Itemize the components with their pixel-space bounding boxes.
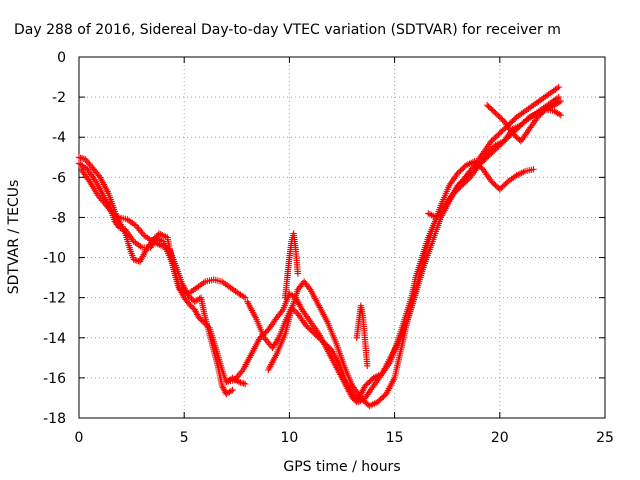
x-tick-label: 10 (280, 430, 298, 446)
x-tick-label: 5 (180, 430, 189, 446)
tick-labels: 0 5 10 15 20 25 0 -2 -4 -6 -8 -10 -12 -14 -16 -18 (43, 50, 614, 446)
data-point (198, 317, 205, 324)
data-point (139, 230, 147, 238)
data-point (263, 337, 271, 345)
data-point (134, 223, 141, 231)
data-point (114, 213, 121, 220)
y-tick-label: -16 (43, 371, 66, 387)
x-tick-label: 20 (491, 430, 509, 446)
data-point (242, 294, 249, 301)
data-point (242, 380, 249, 388)
x-axis-label: GPS time / hours (283, 459, 400, 475)
y-tick-label: -10 (43, 251, 66, 267)
y-tick-label: -18 (43, 411, 66, 427)
y-tick-label: -12 (43, 291, 66, 307)
data-point (237, 370, 244, 377)
data-point (364, 362, 371, 370)
data-series (265, 158, 537, 410)
plot-frame (78, 56, 606, 419)
data-point (229, 386, 236, 394)
ticks (78, 56, 606, 419)
data-point (530, 166, 537, 173)
data-point (136, 227, 144, 234)
data-point (188, 295, 195, 302)
chart-title: Day 288 of 2016, Sidereal Day-to-day VTE… (14, 22, 561, 38)
y-axis-label: SDTVAR / TECUs (6, 180, 22, 295)
data-point (265, 339, 272, 346)
data-point (135, 225, 142, 233)
x-tick-label: 15 (386, 430, 404, 446)
data-series (77, 166, 236, 398)
data-markers (75, 83, 565, 410)
data-point (556, 110, 563, 118)
data-point (138, 228, 145, 236)
data-point (185, 292, 192, 299)
x-tick-label: 0 (75, 430, 84, 446)
data-point (186, 293, 194, 301)
data-series (281, 230, 302, 301)
y-tick-label: -4 (52, 130, 66, 146)
data-point (227, 387, 235, 395)
data-series (353, 302, 371, 370)
data-point (557, 111, 565, 119)
data-series (425, 105, 565, 221)
y-tick-label: -14 (43, 331, 66, 347)
x-tick-label: 25 (596, 430, 614, 446)
data-point (82, 156, 89, 163)
data-point (557, 97, 565, 105)
y-tick-label: -6 (52, 170, 66, 186)
y-tick-label: 0 (57, 50, 66, 66)
data-point (240, 293, 247, 300)
y-tick-label: -8 (52, 210, 66, 226)
data-point (294, 270, 302, 277)
data-point (556, 98, 563, 106)
data-point (235, 371, 243, 379)
data-point (555, 83, 562, 91)
y-tick-label: -2 (52, 90, 66, 106)
data-point (84, 159, 92, 166)
